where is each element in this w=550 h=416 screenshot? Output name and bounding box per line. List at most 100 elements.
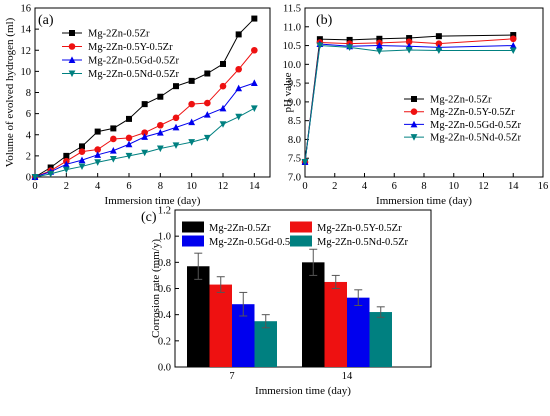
x-tick-label: 4 <box>362 181 368 192</box>
x-tick-label: 7 <box>229 371 234 382</box>
data-point <box>173 83 179 90</box>
data-point <box>94 128 101 135</box>
y-tick-label: 1.0 <box>158 232 171 243</box>
bar <box>347 297 370 367</box>
data-point <box>204 70 211 77</box>
legend-label: Mg-2Zn-0.5Y-0.5Zr <box>88 42 173 53</box>
y-tick-label: 2 <box>26 151 31 162</box>
legend-swatch <box>182 221 204 233</box>
panel-label: (c) <box>141 210 157 225</box>
data-point <box>188 77 195 84</box>
data-point <box>251 15 258 22</box>
data-point <box>188 100 195 108</box>
data-point <box>435 47 443 55</box>
data-point <box>219 104 227 112</box>
y-tick-label: 10.0 <box>283 60 301 71</box>
y-tick-label: 10 <box>21 67 32 78</box>
x-tick-label: 12 <box>218 181 229 192</box>
data-point <box>203 111 211 118</box>
data-point <box>62 160 70 168</box>
data-point <box>301 158 309 166</box>
data-point <box>156 129 164 136</box>
data-point <box>235 84 243 92</box>
data-point <box>125 140 133 148</box>
data-point <box>250 79 258 86</box>
bar <box>302 262 325 367</box>
data-point <box>375 41 383 49</box>
legend-label: Mg-2Zn-0.5Gd-0.5Zr <box>209 237 300 248</box>
data-point <box>219 82 227 90</box>
data-point <box>78 163 86 171</box>
data-point <box>405 38 413 46</box>
data-point <box>375 48 383 55</box>
bar <box>232 304 255 367</box>
x-tick-label: 4 <box>95 181 101 192</box>
y-tick-label: 6 <box>26 109 31 120</box>
data-point <box>406 35 413 42</box>
y-tick-label: 8.5 <box>288 116 301 127</box>
plot-frame <box>304 7 544 178</box>
data-point <box>203 134 211 142</box>
x-tick-label: 12 <box>478 181 489 192</box>
data-point <box>509 41 517 49</box>
data-point <box>316 36 323 43</box>
y-tick-label: 16 <box>21 4 32 15</box>
data-point <box>172 142 180 149</box>
legend-marker <box>410 120 418 128</box>
data-point <box>346 44 354 52</box>
legend-label: Mg-2Zn-0.5Nd-0.5Zr <box>430 133 521 144</box>
x-tick-label: 10 <box>186 181 197 192</box>
y-tick-label: 8 <box>26 88 31 99</box>
x-tick-label: 14 <box>342 371 353 382</box>
panel-label: (b) <box>316 13 333 28</box>
y-axis-label: Corrosion rate (mm/y) <box>150 239 162 338</box>
legend-label: Mg-2Zn-0.5Zr <box>88 29 150 40</box>
data-point <box>405 47 413 54</box>
bar <box>254 321 277 367</box>
data-point <box>78 156 86 164</box>
data-point <box>141 101 148 108</box>
data-point <box>435 33 442 40</box>
legend-marker <box>410 108 418 115</box>
data-point <box>316 42 324 50</box>
x-axis-label: Immersion time (day) <box>376 195 472 207</box>
legend-label: Mg-2Zn-0.5Gd-0.5Zr <box>88 56 179 67</box>
data-point <box>126 115 132 122</box>
y-tick-label: 0.8 <box>158 258 171 269</box>
x-tick-label: 2 <box>64 181 69 192</box>
y-tick-label: 7.5 <box>288 154 301 165</box>
data-point <box>509 35 517 43</box>
data-point <box>251 46 258 54</box>
y-tick-label: 10.5 <box>283 41 301 52</box>
y-tick-label: 9.5 <box>288 79 301 90</box>
y-tick-label: 0.0 <box>158 363 171 374</box>
data-point <box>235 113 243 121</box>
data-point <box>94 146 101 153</box>
data-point <box>235 65 242 73</box>
legend-swatch <box>182 235 204 247</box>
x-tick-label: 10 <box>449 181 460 192</box>
y-tick-label: 0.2 <box>158 336 171 347</box>
legend-label: Mg-2Zn-0.5Gd-0.5Zr <box>430 120 521 131</box>
data-point <box>172 123 180 131</box>
data-point <box>125 134 133 142</box>
x-axis-label: Immersion time (day) <box>255 385 351 397</box>
x-axis-label: Immersion time (day) <box>105 195 201 207</box>
legend-marker <box>68 56 76 63</box>
x-tick-label: 0 <box>302 181 307 192</box>
legend-swatch <box>290 221 312 233</box>
data-point <box>220 60 226 67</box>
data-point <box>125 152 133 160</box>
data-point <box>376 35 383 42</box>
data-point <box>110 135 117 143</box>
y-tick-label: 9.0 <box>288 97 301 108</box>
data-point <box>141 133 149 140</box>
data-point <box>47 170 55 178</box>
x-tick-label: 6 <box>126 181 131 192</box>
legend-label: Mg-2Zn-0.5Nd-0.5Zr <box>317 237 408 248</box>
legend-marker <box>68 70 76 78</box>
data-point <box>79 143 85 150</box>
data-point <box>172 114 180 122</box>
y-tick-label: 7.0 <box>288 173 301 184</box>
